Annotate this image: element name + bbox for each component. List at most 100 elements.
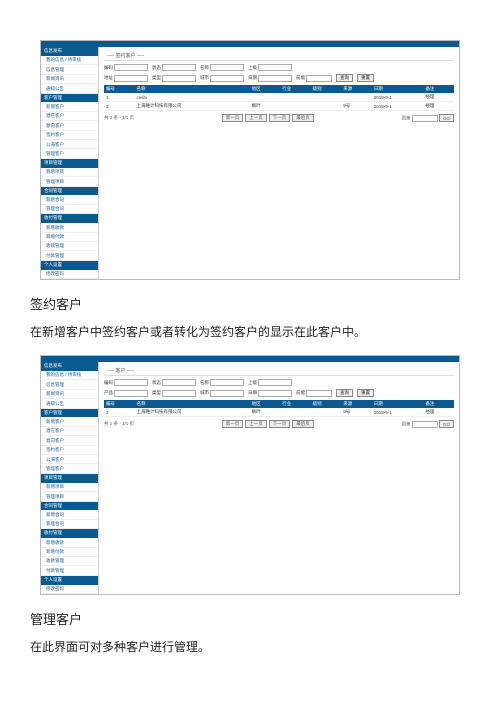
- table-cell: 2: [104, 102, 135, 111]
- sidebar-group-header: 信息发布: [41, 47, 98, 56]
- table-cell: [280, 102, 311, 111]
- sidebar-item[interactable]: 新增付款: [41, 548, 98, 557]
- pager-button[interactable]: 最后页: [292, 114, 314, 122]
- table-cell: 2: [104, 408, 135, 417]
- sidebar-item[interactable]: 我的信息 / 待审核: [41, 371, 98, 380]
- form-input[interactable]: [306, 75, 332, 82]
- form-input[interactable]: [210, 379, 244, 386]
- pager-button[interactable]: 第一页: [222, 420, 244, 428]
- sidebar-item[interactable]: 管理合同: [41, 520, 98, 529]
- sidebar-group-header: 收付管理: [41, 214, 98, 223]
- form-label: 名称: [200, 380, 209, 386]
- sidebar-item[interactable]: 新闻资讯: [41, 75, 98, 84]
- sidebar-item[interactable]: 管理客户: [41, 464, 98, 473]
- pager-jump-input[interactable]: [412, 421, 438, 428]
- sidebar-item[interactable]: 新增项目: [41, 483, 98, 492]
- reset-button[interactable]: 重置: [357, 74, 374, 82]
- sidebar-item[interactable]: 新增合同: [41, 195, 98, 204]
- form-field: 上级: [248, 64, 292, 71]
- form-input[interactable]: [162, 390, 196, 397]
- pager-button[interactable]: 第一页: [222, 114, 244, 122]
- table-header-cell: 地区: [250, 400, 281, 408]
- table-cell: 经理: [423, 102, 454, 111]
- pager-button[interactable]: 最后页: [292, 420, 314, 428]
- sidebar-item[interactable]: 新增合同: [41, 510, 98, 519]
- form-input[interactable]: [162, 75, 196, 82]
- sidebar-item[interactable]: 信息管理: [41, 380, 98, 389]
- pager-button[interactable]: 下一页: [269, 114, 291, 122]
- sidebar-group-header: 项目管理: [41, 159, 98, 168]
- sidebar-item[interactable]: 新增付款: [41, 233, 98, 242]
- form-input[interactable]: [114, 390, 148, 397]
- form-input[interactable]: [162, 379, 196, 386]
- sidebar: 信息发布我的信息 / 待审核信息管理新闻资讯通知公告客户管理新增客户潜在客户意向…: [41, 362, 99, 594]
- form-field: 上级: [248, 379, 292, 386]
- sidebar-item[interactable]: 潜在客户: [41, 427, 98, 436]
- form-input[interactable]: [258, 379, 292, 386]
- search-button[interactable]: 查询: [336, 389, 353, 397]
- sidebar-item[interactable]: 新增客户: [41, 417, 98, 426]
- sidebar-item[interactable]: 新闻资讯: [41, 390, 98, 399]
- sidebar-item[interactable]: 新增收款: [41, 223, 98, 232]
- pager-button[interactable]: 上一页: [245, 420, 267, 428]
- sidebar-item[interactable]: 管理客户: [41, 149, 98, 158]
- pager-go-button[interactable]: GO: [439, 114, 454, 122]
- sidebar-item[interactable]: 我的信息 / 待审核: [41, 56, 98, 65]
- sidebar-item[interactable]: 付款管理: [41, 566, 98, 575]
- form-input[interactable]: [162, 64, 196, 71]
- sidebar-item[interactable]: 修改密码: [41, 585, 98, 594]
- sidebar-item[interactable]: 收款管理: [41, 557, 98, 566]
- sidebar-item[interactable]: 新增收款: [41, 538, 98, 547]
- form-input[interactable]: [306, 390, 332, 397]
- form-label: 状态: [152, 380, 161, 386]
- sidebar-item[interactable]: 签约客户: [41, 446, 98, 455]
- form-input[interactable]: [114, 379, 148, 386]
- table-cell: [280, 408, 311, 417]
- search-form-row2: 产品类型城市日期前缀查询重置: [104, 389, 454, 397]
- form-input[interactable]: [258, 390, 292, 397]
- form-input[interactable]: [210, 390, 244, 397]
- sidebar-item[interactable]: 意向客户: [41, 436, 98, 445]
- sidebar-item[interactable]: 潜在客户: [41, 112, 98, 121]
- sidebar-item[interactable]: 管理项目: [41, 177, 98, 186]
- sidebar-item[interactable]: 签约客户: [41, 131, 98, 140]
- sidebar-item[interactable]: 公海客户: [41, 140, 98, 149]
- table-row[interactable]: 1ceshi2018-9-1经理: [104, 93, 454, 102]
- data-table: 编号名称地区行业级别来源日期备注 2上海唯计科技有限公司枫叶9号2018-9-1…: [104, 400, 454, 417]
- pager-button[interactable]: 下一页: [269, 420, 291, 428]
- form-input[interactable]: [210, 64, 244, 71]
- form-field: 编码: [104, 379, 148, 386]
- table-row[interactable]: 2上海唯计科技有限公司枫叶9号2018-9-1经理: [104, 102, 454, 111]
- table-cell: 9号: [341, 102, 372, 111]
- sidebar-item[interactable]: 付款管理: [41, 251, 98, 260]
- sidebar-item[interactable]: 新增客户: [41, 102, 98, 111]
- table-cell: 上海唯计科技有限公司: [135, 102, 250, 111]
- search-button[interactable]: 查询: [336, 74, 353, 82]
- search-form-row1: 编码状态 名称 上级: [104, 379, 454, 386]
- sidebar-item[interactable]: 修改密码: [41, 270, 98, 279]
- sidebar-item[interactable]: 公海客户: [41, 455, 98, 464]
- sidebar-group-header: 合同管理: [41, 502, 98, 511]
- form-input[interactable]: [210, 75, 244, 82]
- form-input[interactable]: [258, 75, 292, 82]
- sidebar-item[interactable]: 通知公告: [41, 84, 98, 93]
- table-cell: [311, 93, 342, 102]
- table-header-cell: 备注: [423, 400, 454, 408]
- pager-go-button[interactable]: GO: [439, 420, 454, 428]
- table-cell: [311, 102, 342, 111]
- form-input[interactable]: [114, 64, 148, 71]
- sidebar-item[interactable]: 信息管理: [41, 65, 98, 74]
- sidebar-item[interactable]: 收款管理: [41, 242, 98, 251]
- form-input[interactable]: [258, 64, 292, 71]
- form-input[interactable]: [114, 75, 148, 82]
- reset-button[interactable]: 重置: [357, 389, 374, 397]
- pager-jump-input[interactable]: [412, 115, 438, 122]
- pager-button[interactable]: 上一页: [245, 114, 267, 122]
- sidebar-item[interactable]: 意向客户: [41, 121, 98, 130]
- form-field: 名称: [200, 64, 244, 71]
- sidebar-item[interactable]: 通知公告: [41, 399, 98, 408]
- sidebar-item[interactable]: 新增项目: [41, 168, 98, 177]
- table-row[interactable]: 2上海唯计科技有限公司枫叶9号2018-9-1经理: [104, 408, 454, 417]
- sidebar-item[interactable]: 管理合同: [41, 205, 98, 214]
- sidebar-item[interactable]: 管理项目: [41, 492, 98, 501]
